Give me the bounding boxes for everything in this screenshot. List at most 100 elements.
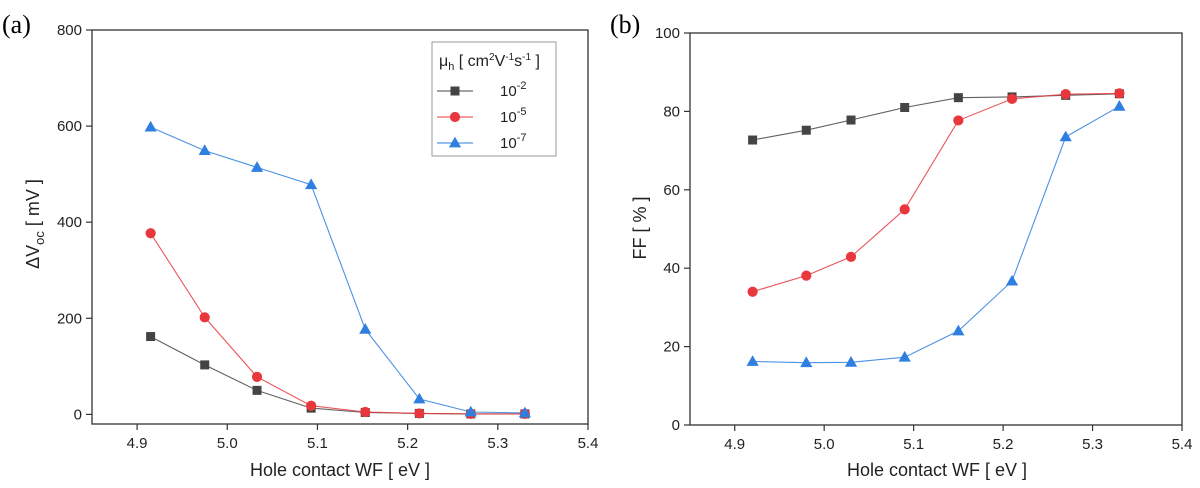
- legend-title-part2: V: [495, 53, 506, 70]
- legend-row: 10-5: [437, 106, 526, 126]
- panel-a-data-point: [144, 120, 157, 132]
- panel-a-y-tick-label: 400: [57, 214, 82, 231]
- panel-a-series-line: [150, 232, 525, 415]
- panel-a-y-title-main: ΔV: [23, 245, 43, 269]
- panel-a-data-point: [413, 392, 426, 404]
- legend-title-sub: h: [448, 61, 454, 73]
- panel-a: (a) 4.9 5.0 5.1 5.2 5.3 5.4 0 200 400 600 800 Hole…: [2, 10, 598, 480]
- panel-b-data-point: [845, 251, 857, 262]
- panel-a-data-point: [464, 405, 477, 417]
- panel-a-x-tick-label: 5.2: [397, 435, 418, 452]
- panel-a-data-point: [200, 360, 210, 370]
- panel-a-data-point: [250, 161, 264, 172]
- legend-label-exp: -5: [517, 106, 527, 118]
- panel-b-data-point: [748, 135, 758, 145]
- panel-b-data-point: [801, 270, 812, 281]
- panel-b-series-line: [752, 92, 1120, 293]
- panel-a-data-point: [360, 406, 371, 418]
- panel-b-series-10-5: [747, 88, 1125, 297]
- panel-a-frame: [91, 29, 589, 425]
- legend-title-sup2: -1: [505, 52, 514, 63]
- panel-a-y-title-sub: oc: [32, 231, 47, 245]
- panel-b-plot-area: 4.9 5.0 5.1 5.2 5.3 5.4 0 20 40 60 80 100: [655, 25, 1192, 453]
- panel-a-data-point: [252, 385, 262, 395]
- legend-label: 10-7: [500, 132, 526, 152]
- legend-marker: [449, 111, 461, 123]
- legend-rows: 10-210-510-7: [437, 80, 526, 152]
- legend-label-base: 10: [500, 135, 517, 152]
- panel-b-series-10-7: [746, 100, 1126, 368]
- legend-title-mu: μ: [439, 53, 448, 70]
- panel-a-data-point: [305, 178, 318, 190]
- legend: μh [ cm2V-1s-1 ] 10-210-510-7: [431, 41, 557, 157]
- legend-row: 10-7: [437, 132, 526, 152]
- panel-a-series-10-2: [146, 332, 530, 419]
- panel-a-y-title-rest: [ mV ]: [23, 179, 43, 231]
- panel-b-x-tick-label: 5.3: [1082, 436, 1103, 453]
- panel-a-x-tick-label: 5.3: [487, 435, 508, 452]
- legend-title-part3: s: [514, 53, 522, 70]
- panel-b-data-point: [1006, 93, 1018, 104]
- legend-title-part1: [ cm: [454, 53, 489, 70]
- panel-b-series-line: [752, 93, 1120, 141]
- panel-a-data-point: [146, 332, 156, 342]
- panel-a-series-line: [150, 126, 525, 414]
- panel-b-y-tick-label: 60: [663, 182, 680, 199]
- panel-a-label: (a): [2, 10, 31, 39]
- panel-a-data-point: [306, 400, 317, 411]
- panel-b-data-point: [899, 204, 910, 215]
- panel-b-x-tick-label: 4.9: [724, 436, 745, 453]
- panel-b-data-point: [801, 125, 811, 135]
- panel-b-series-line: [752, 105, 1120, 364]
- panel-b-x-tick-label: 5.1: [903, 436, 924, 453]
- panel-a-data-point: [251, 371, 263, 383]
- panel-b-data-point: [844, 355, 858, 367]
- panel-b-data-point: [953, 93, 963, 103]
- panel-a-y-tick-label: 200: [57, 310, 82, 327]
- panel-a-plot-area: 4.9 5.0 5.1 5.2 5.3 5.4 0 200 400 600 800: [57, 22, 598, 452]
- panel-b-data-point: [800, 356, 813, 368]
- legend-row: 10-2: [437, 80, 526, 100]
- panel-a-data-point: [414, 408, 425, 419]
- panel-b-y-tick-label: 20: [663, 339, 680, 356]
- panel-a-data-point: [359, 323, 372, 334]
- panel-b-data-point: [747, 286, 758, 297]
- panel-b-data-point: [1113, 100, 1126, 111]
- panel-a-data-point: [145, 228, 156, 239]
- panel-b-label: (b): [610, 10, 640, 39]
- panel-a-x-tick-label: 5.0: [217, 435, 238, 452]
- legend-label: 10-2: [500, 80, 526, 100]
- legend-title-sup1: 2: [489, 52, 495, 63]
- legend-marker: [448, 136, 462, 148]
- panel-b-data-point: [898, 350, 911, 362]
- panel-a-x-tick-label: 5.1: [307, 435, 328, 452]
- panel-a-x-tick-label: 5.4: [578, 435, 599, 452]
- panel-a-data-point: [198, 144, 211, 156]
- panel-a-y-tick-label: 0: [74, 406, 82, 423]
- panel-b-data-point: [1059, 130, 1072, 142]
- panel-b-x-tick-label: 5.2: [993, 436, 1014, 453]
- panel-a-x-tick-label: 4.9: [127, 435, 148, 452]
- legend-title-sup3: -1: [522, 52, 531, 63]
- panel-b-frame: [689, 32, 1183, 426]
- panel-b-y-tick-label: 0: [672, 417, 680, 434]
- legend-title-part4: ]: [531, 53, 540, 70]
- panel-b-data-point: [953, 115, 964, 126]
- legend-title: μh [ cm2V-1s-1 ]: [439, 52, 540, 73]
- panel-b-data-point: [1114, 88, 1125, 99]
- legend-label-exp: -2: [517, 80, 527, 92]
- legend-label-exp: -7: [517, 132, 527, 144]
- panel-a-series-10-7: [144, 120, 531, 418]
- panel-b-x-axis-title: Hole contact WF [ eV ]: [847, 460, 1027, 480]
- panel-b-x-tick-label: 5.4: [1172, 436, 1193, 453]
- panel-a-y-tick-label: 800: [57, 22, 82, 39]
- panel-b-data-point: [900, 102, 910, 112]
- panel-a-x-axis-title: Hole contact WF [ eV ]: [250, 460, 430, 480]
- panel-a-data-point: [518, 406, 531, 418]
- panel-a-y-axis-title: ΔVoc [ mV ]: [23, 179, 47, 269]
- panel-b-x-tick-label: 5.0: [814, 436, 835, 453]
- panel-a-series-line: [150, 336, 525, 415]
- legend-marker: [450, 86, 460, 96]
- panel-b-data-point: [1060, 89, 1071, 100]
